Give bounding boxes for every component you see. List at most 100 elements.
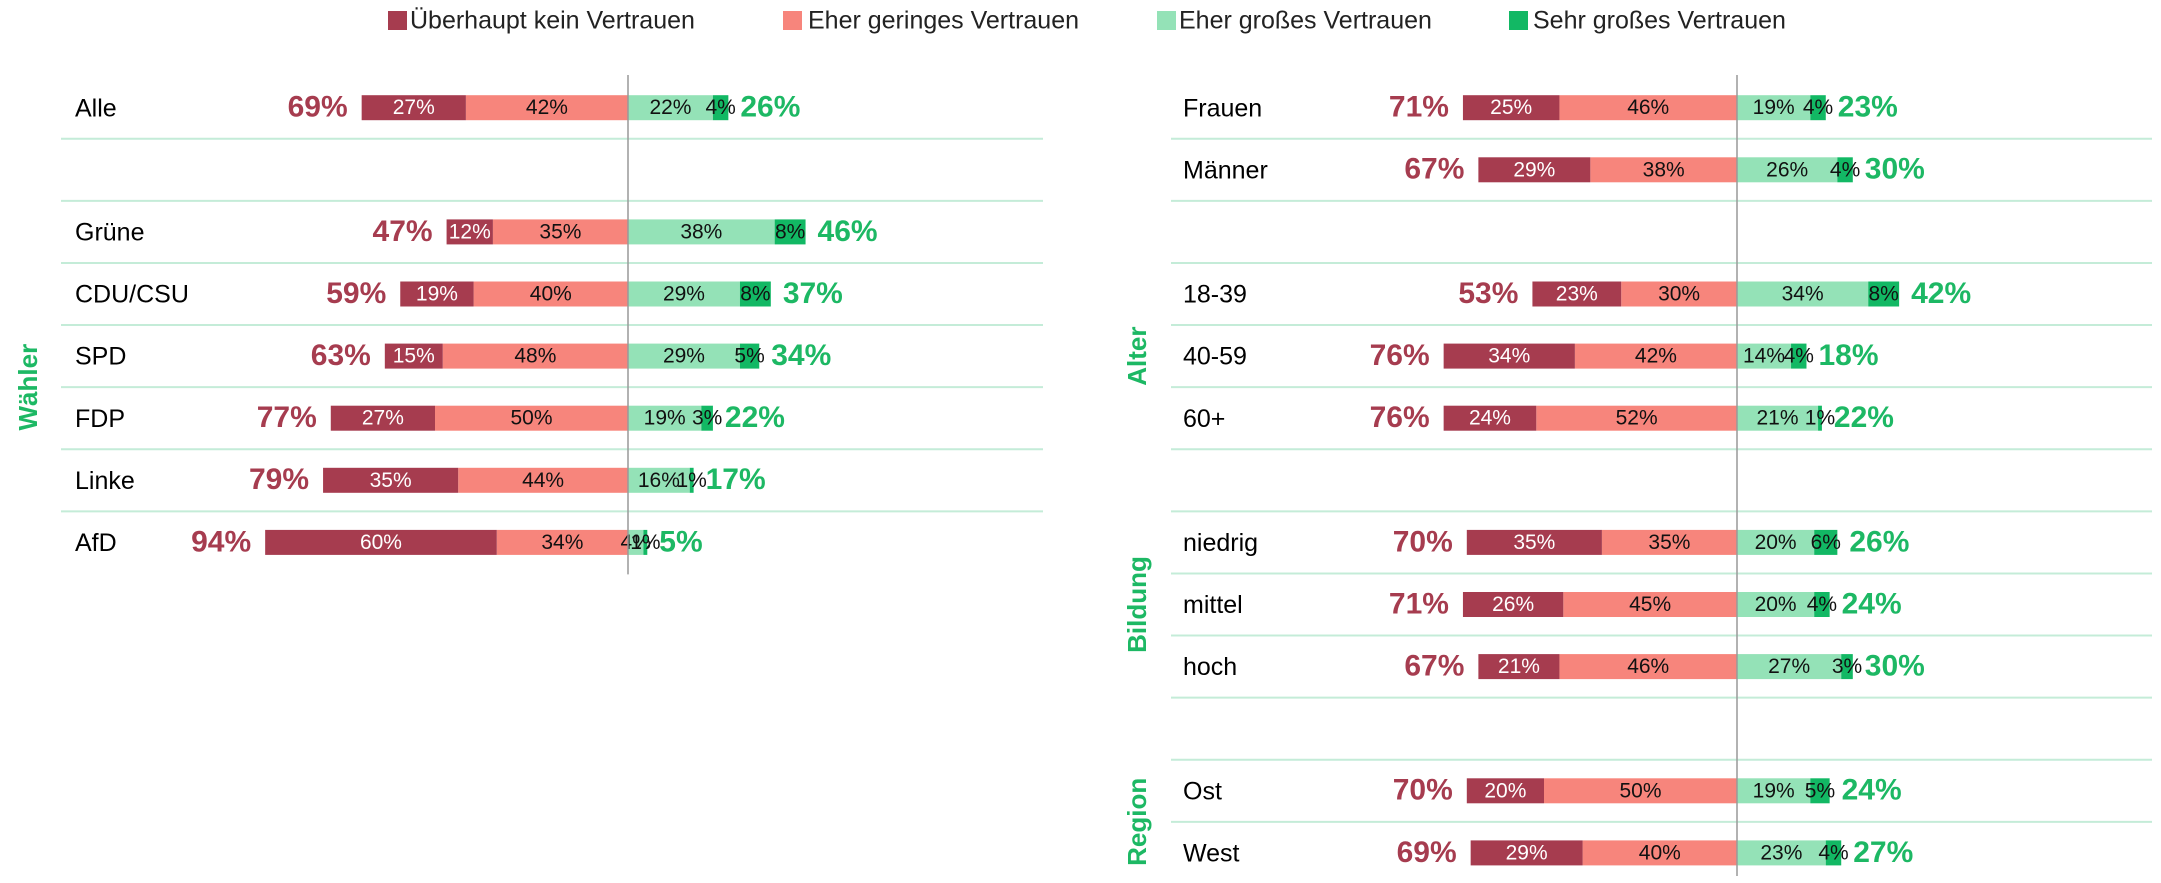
total-positive: 26% [740, 91, 800, 124]
bar-segment [323, 467, 459, 493]
total-negative: 59% [326, 277, 386, 310]
segment-label: 3% [692, 407, 722, 430]
segment-label: 8% [740, 283, 770, 306]
bar-segment [1443, 405, 1537, 431]
bar-segment [1466, 529, 1602, 555]
legend-swatch [783, 11, 802, 30]
category-label: FDP [75, 405, 125, 433]
segment-label: 35% [1648, 531, 1690, 554]
segment-label: 1% [1805, 407, 1835, 430]
segment-label: 42% [526, 96, 568, 119]
bar-segment [330, 405, 435, 431]
bar-segment [473, 281, 628, 307]
segment-label: 22% [649, 96, 691, 119]
legend-swatch [1509, 11, 1528, 30]
segment-label: 12% [449, 220, 491, 243]
segment-label: 29% [663, 345, 705, 368]
total-positive: 17% [706, 463, 766, 496]
segment-label: 29% [1506, 841, 1548, 864]
legend-label: Eher geringes Vertrauen [808, 7, 1079, 35]
segment-label: 34% [541, 531, 583, 554]
segment-label: 5% [734, 345, 764, 368]
total-positive: 46% [818, 215, 878, 248]
bar-segment [458, 467, 628, 493]
bar-segment [1841, 654, 1853, 680]
segment-label: 4% [1830, 158, 1860, 181]
segment-label: 29% [663, 283, 705, 306]
legend-label: Eher großes Vertrauen [1179, 7, 1432, 35]
segment-label: 19% [644, 407, 686, 430]
bar-segment [1737, 281, 1869, 307]
bar-segment [446, 219, 493, 245]
segment-label: 35% [1513, 531, 1555, 554]
segment-label: 50% [510, 407, 552, 430]
bar-segment [1601, 529, 1737, 555]
category-label: hoch [1183, 653, 1237, 681]
category-label: AfD [75, 529, 117, 557]
bar-segment [1563, 592, 1737, 617]
bar-segment [1737, 343, 1792, 369]
bar-segment [265, 529, 497, 555]
section-label: Region [1122, 778, 1152, 866]
bar-segment [1810, 778, 1830, 804]
segment-label: 30% [1658, 283, 1700, 306]
bar-segment [465, 95, 628, 121]
segment-label: 52% [1616, 407, 1658, 430]
segment-label: 23% [1760, 841, 1802, 864]
bar-segment [643, 529, 648, 555]
total-negative: 53% [1458, 277, 1518, 310]
category-label: Ost [1183, 777, 1222, 805]
total-negative: 47% [373, 215, 433, 248]
segment-label: 38% [1643, 158, 1685, 181]
segment-label: 20% [1755, 593, 1797, 616]
bar-segment [1737, 592, 1815, 617]
section-label: Alter [1122, 326, 1152, 385]
bar-segment [1814, 592, 1830, 617]
total-positive: 27% [1853, 836, 1913, 869]
bar-segment [1737, 157, 1838, 183]
category-label: mittel [1183, 591, 1243, 619]
total-positive: 24% [1842, 587, 1902, 620]
bar-segment [492, 219, 628, 245]
bar-segment [701, 405, 713, 431]
total-positive: 30% [1865, 650, 1925, 683]
section-label: Bildung [1122, 556, 1152, 653]
legend-swatch [1157, 11, 1176, 30]
segment-label: 23% [1556, 283, 1598, 306]
segment-label: 19% [1753, 96, 1795, 119]
total-positive: 22% [1834, 401, 1894, 434]
bar-segment [1818, 405, 1822, 431]
segment-label: 4% [1803, 96, 1833, 119]
bar-segment [1810, 95, 1826, 121]
bar-segment [1590, 157, 1737, 183]
total-negative: 69% [1397, 836, 1457, 869]
segment-label: 1% [630, 531, 660, 554]
bar-segment [1737, 654, 1842, 680]
bar-segment [689, 467, 694, 493]
total-negative: 79% [249, 463, 309, 496]
bar-segment [1737, 529, 1815, 555]
segment-label: 15% [393, 345, 435, 368]
segment-label: 1% [677, 469, 707, 492]
total-positive: 42% [1911, 277, 1971, 310]
segment-label: 4% [1818, 841, 1848, 864]
segment-label: 44% [522, 469, 564, 492]
total-negative: 77% [257, 401, 317, 434]
bar-segment [496, 529, 628, 555]
bar-segment [1837, 157, 1853, 183]
category-label: Alle [75, 94, 117, 122]
bar-segment [400, 281, 474, 307]
segment-label: 4% [1807, 593, 1837, 616]
segment-label: 6% [1811, 531, 1841, 554]
segment-label: 50% [1619, 779, 1661, 802]
bar-segment [774, 219, 806, 245]
category-label: niedrig [1183, 529, 1258, 557]
total-negative: 70% [1393, 774, 1453, 807]
segment-label: 26% [1492, 593, 1534, 616]
legend-label: Überhaupt kein Vertrauen [410, 7, 695, 35]
bar-segment [739, 281, 771, 307]
segment-label: 40% [530, 283, 572, 306]
bar-segment [1462, 95, 1560, 121]
bar-segment [1737, 405, 1819, 431]
